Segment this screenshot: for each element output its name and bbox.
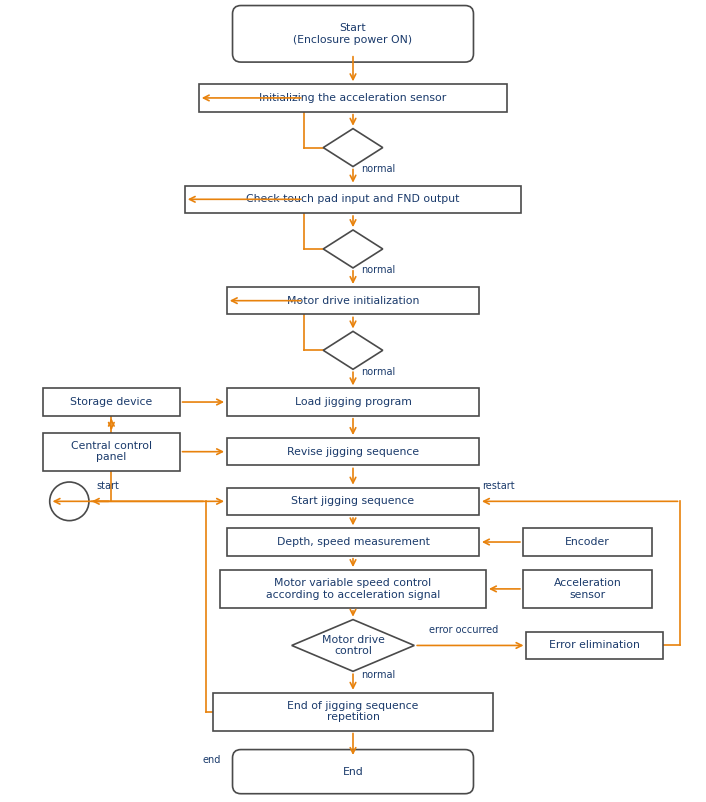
FancyBboxPatch shape bbox=[185, 185, 521, 213]
Text: Load jigging program: Load jigging program bbox=[294, 397, 412, 407]
Polygon shape bbox=[323, 128, 383, 167]
Text: normal: normal bbox=[361, 367, 395, 377]
Text: End: End bbox=[342, 767, 364, 776]
Text: Depth, speed measurement: Depth, speed measurement bbox=[277, 537, 429, 547]
FancyBboxPatch shape bbox=[227, 529, 479, 556]
FancyBboxPatch shape bbox=[232, 6, 474, 62]
FancyBboxPatch shape bbox=[523, 529, 652, 556]
Polygon shape bbox=[292, 620, 414, 671]
Text: Encoder: Encoder bbox=[566, 537, 610, 547]
Text: Acceleration
sensor: Acceleration sensor bbox=[554, 578, 621, 600]
FancyBboxPatch shape bbox=[227, 438, 479, 465]
FancyBboxPatch shape bbox=[199, 84, 507, 111]
Text: Motor drive
control: Motor drive control bbox=[321, 634, 385, 656]
Text: Start jigging sequence: Start jigging sequence bbox=[292, 496, 414, 506]
Text: restart: restart bbox=[483, 481, 515, 491]
FancyBboxPatch shape bbox=[523, 570, 652, 608]
Text: normal: normal bbox=[361, 265, 395, 275]
FancyBboxPatch shape bbox=[227, 287, 479, 314]
FancyBboxPatch shape bbox=[527, 632, 663, 659]
Polygon shape bbox=[323, 331, 383, 369]
Text: normal: normal bbox=[361, 670, 395, 680]
Text: Motor drive initialization: Motor drive initialization bbox=[287, 296, 419, 306]
Text: Error elimination: Error elimination bbox=[549, 641, 640, 650]
FancyBboxPatch shape bbox=[227, 388, 479, 415]
Text: Storage device: Storage device bbox=[70, 397, 152, 407]
FancyBboxPatch shape bbox=[43, 433, 179, 471]
Text: Motor variable speed control
according to acceleration signal: Motor variable speed control according t… bbox=[266, 578, 440, 600]
Text: Central control
panel: Central control panel bbox=[71, 441, 152, 463]
Text: Revise jigging sequence: Revise jigging sequence bbox=[287, 447, 419, 456]
FancyBboxPatch shape bbox=[213, 693, 493, 731]
Text: normal: normal bbox=[361, 164, 395, 174]
Text: start: start bbox=[96, 481, 119, 491]
Text: End of jigging sequence
repetition: End of jigging sequence repetition bbox=[287, 701, 419, 723]
Text: Start
(Enclosure power ON): Start (Enclosure power ON) bbox=[294, 23, 412, 45]
Text: Check touch pad input and FND output: Check touch pad input and FND output bbox=[246, 194, 460, 205]
FancyBboxPatch shape bbox=[220, 570, 486, 608]
FancyBboxPatch shape bbox=[227, 488, 479, 515]
Text: end: end bbox=[203, 755, 221, 765]
Circle shape bbox=[49, 482, 89, 520]
Text: error occurred: error occurred bbox=[429, 625, 498, 635]
FancyBboxPatch shape bbox=[43, 388, 179, 415]
Polygon shape bbox=[323, 230, 383, 268]
FancyBboxPatch shape bbox=[232, 750, 474, 794]
Text: Initializing the acceleration sensor: Initializing the acceleration sensor bbox=[259, 93, 447, 103]
